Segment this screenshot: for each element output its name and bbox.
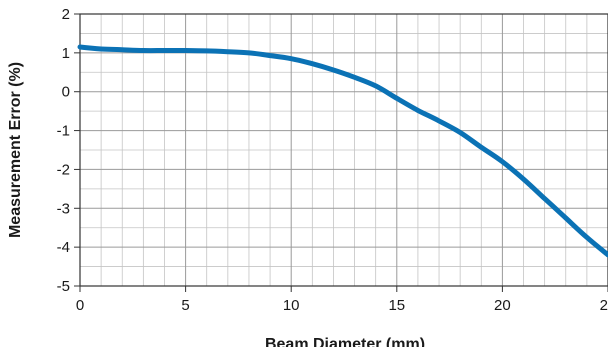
x-tick-label: 20 (494, 297, 511, 314)
y-tick-label: -4 (57, 239, 70, 256)
x-tick-label: 10 (283, 297, 300, 314)
y-tick-label: 0 (62, 84, 70, 101)
y-tick-label: -5 (57, 278, 70, 295)
x-tick-label: 0 (76, 297, 84, 314)
x-tick-label: 15 (388, 297, 405, 314)
y-tick-label: 2 (62, 6, 70, 23)
y-tick-label: -3 (57, 200, 70, 217)
series-line (77, 44, 608, 258)
y-axis-title: Measurement Error (%) (7, 62, 24, 238)
plot-area: 210-1-2-3-4-50510152025 (57, 6, 608, 314)
y-tick-label: -2 (57, 161, 70, 178)
x-tick-label: 25 (600, 297, 608, 314)
plot-frame (79, 13, 608, 287)
x-tick-label: 5 (181, 297, 189, 314)
x-axis-title: Beam Diameter (mm) (265, 336, 425, 347)
y-tick-label: -1 (57, 123, 70, 140)
y-tick-label: 1 (62, 45, 70, 62)
